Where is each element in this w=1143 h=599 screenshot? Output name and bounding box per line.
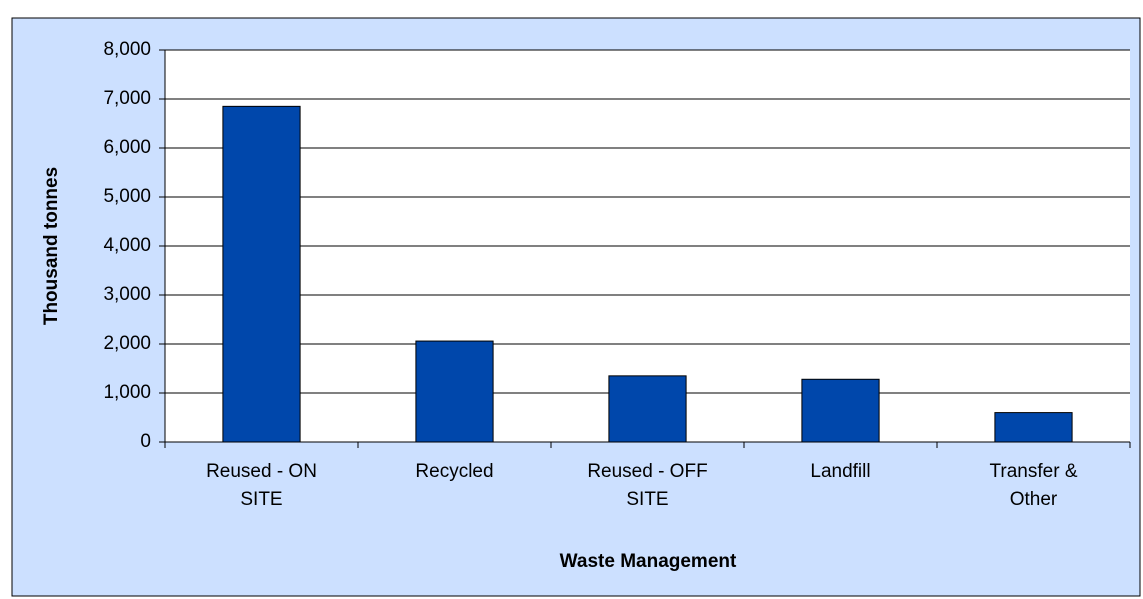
- bar: [222, 105, 301, 443]
- y-tick-label: 2,000: [103, 333, 151, 354]
- x-tick-label: Transfer & Other: [989, 461, 1078, 510]
- x-tick-label: Reused - ON SITE: [206, 461, 317, 510]
- x-tick-label: Landfill: [810, 461, 871, 482]
- y-tick-label: 8,000: [103, 39, 151, 60]
- x-tick-label: Recycled: [415, 461, 494, 482]
- y-tick-label: 0: [140, 431, 151, 452]
- x-tick-label: Reused - OFF SITE: [587, 461, 708, 510]
- bar: [608, 375, 687, 443]
- bar: [994, 412, 1073, 443]
- y-tick-label: 3,000: [103, 284, 151, 305]
- y-tick-label: 1,000: [103, 382, 151, 403]
- bar: [801, 378, 880, 443]
- x-axis-label: Waste Management: [560, 551, 737, 572]
- y-axis-label: Thousand tonnes: [41, 167, 62, 325]
- y-tick-label: 7,000: [103, 88, 151, 109]
- y-tick-label: 5,000: [103, 186, 151, 207]
- y-tick-label: 4,000: [103, 235, 151, 256]
- bar: [415, 340, 494, 443]
- y-tick-label: 6,000: [103, 137, 151, 158]
